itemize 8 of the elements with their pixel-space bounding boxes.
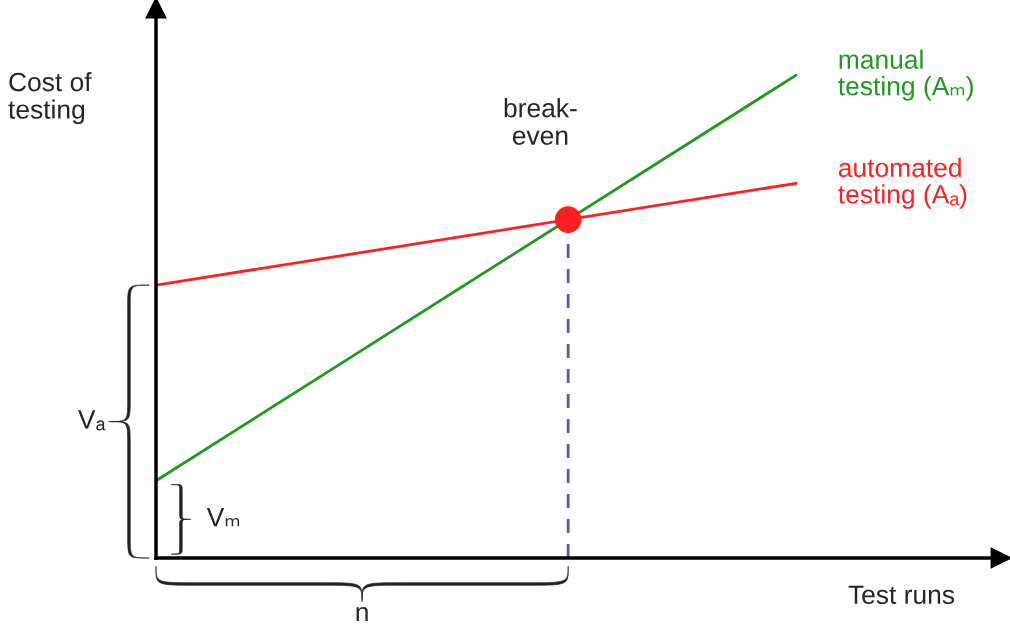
series-label: manual testing (Aₘ)	[838, 49, 973, 101]
annotation: Vₘ	[206, 508, 240, 527]
series-label: automated testing (Aₐ)	[838, 157, 967, 209]
y-axis-title: Cost of testing	[8, 72, 92, 125]
annotation: break- even	[504, 98, 577, 145]
x-axis-title: Test runs	[848, 585, 955, 605]
text: Vₐ	[78, 410, 106, 431]
text: n	[356, 606, 368, 622]
